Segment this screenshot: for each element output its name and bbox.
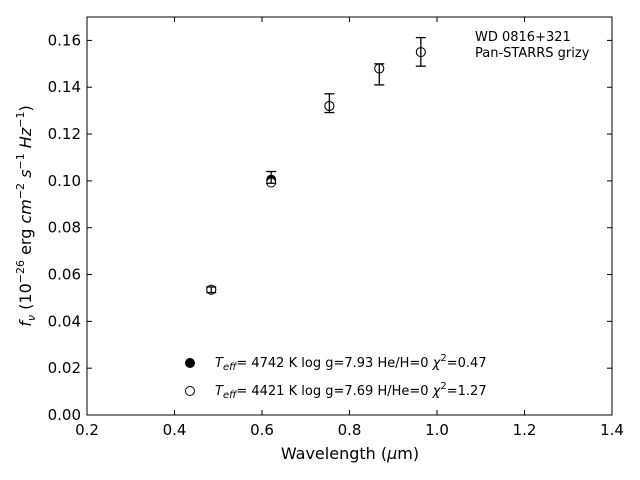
x-tick-label: 0.8 bbox=[338, 421, 362, 439]
plot-area bbox=[86, 16, 613, 416]
y-tick-label: 0.04 bbox=[48, 312, 81, 330]
x-tick-label: 0.6 bbox=[250, 421, 274, 439]
y-tick-label: 0.00 bbox=[48, 406, 81, 424]
x-tick-label: 1.4 bbox=[600, 421, 624, 439]
legend-entry-1: Teff= 4742 K log g=7.93 He/H=0 χ2=0.47 bbox=[215, 353, 487, 373]
data-markers bbox=[206, 36, 426, 295]
y-tick-label: 0.10 bbox=[48, 172, 81, 190]
y-tick-label: 0.06 bbox=[48, 266, 81, 284]
legend-marker-filled bbox=[185, 358, 195, 368]
x-tick-label: 1.0 bbox=[425, 421, 449, 439]
y-tick-label: 0.14 bbox=[48, 78, 81, 96]
legend: Teff= 4742 K log g=7.93 He/H=0 χ2=0.47 T… bbox=[185, 353, 487, 401]
x-axis-label: Wavelength (μm) bbox=[281, 444, 419, 463]
target-annotation-line2: Pan-STARRS grizy bbox=[475, 46, 590, 61]
y-tick-label: 0.02 bbox=[48, 359, 81, 377]
x-tick-label: 0.2 bbox=[75, 421, 99, 439]
x-tick-label: 0.4 bbox=[163, 421, 187, 439]
legend-entry-2: Teff= 4421 K log g=7.69 H/He=0 χ2=1.27 bbox=[215, 381, 487, 401]
legend-marker-open bbox=[185, 386, 195, 396]
y-axis-label: fν (10−26 erg cm−2 s−1 Hz−1) bbox=[14, 105, 38, 326]
y-tick-label: 0.12 bbox=[48, 125, 81, 143]
axis-ticks: 0.2 0.4 0.6 0.8 1.0 1.2 1.4 0.00 0.02 0.04 0.06 0.0… bbox=[48, 17, 624, 439]
target-annotation-line1: WD 0816+321 bbox=[475, 30, 571, 45]
y-tick-label: 0.16 bbox=[48, 31, 81, 49]
x-tick-label: 1.2 bbox=[513, 421, 537, 439]
y-tick-label: 0.08 bbox=[48, 219, 81, 237]
